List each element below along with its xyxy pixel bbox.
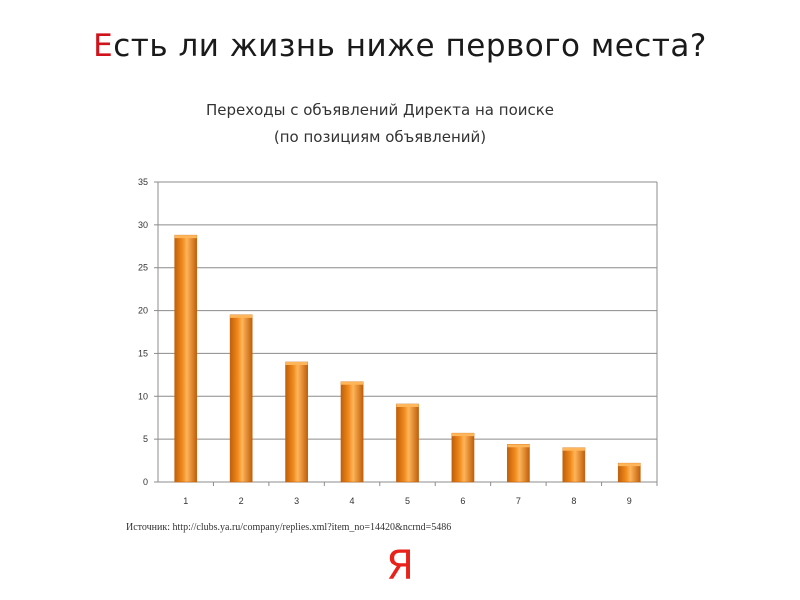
bar	[229, 314, 253, 483]
x-tick-label: 4	[350, 496, 355, 506]
bar-top-highlight	[285, 362, 308, 365]
bar-top-highlight	[230, 314, 253, 318]
bar	[507, 444, 530, 483]
bar-top-highlight	[618, 463, 641, 467]
bar-top-highlight	[174, 235, 197, 239]
y-tick-label: 15	[138, 348, 148, 358]
bar-top-highlight	[451, 433, 475, 437]
bar	[174, 234, 198, 483]
tick-labels: 0 5 10 15 20 25 30 35 1 2 3 4 5 6 7 8 9	[138, 177, 632, 506]
y-tick-label: 10	[138, 391, 148, 401]
yandex-logo: Я	[386, 543, 414, 589]
slide-title-first-letter: Е	[93, 28, 114, 64]
y-tick-label: 20	[138, 306, 148, 316]
slide-title: Есть ли жизнь ниже первого места?	[0, 28, 800, 64]
x-tick-label: 8	[571, 496, 576, 506]
x-tick-label: 5	[405, 496, 410, 506]
x-tick-label: 9	[627, 496, 632, 506]
bar-top-highlight	[562, 447, 585, 451]
y-tick-label: 25	[138, 263, 148, 273]
x-tick-label: 7	[516, 496, 521, 506]
x-tick-label: 2	[239, 496, 244, 506]
bar	[396, 403, 419, 483]
bars	[174, 234, 641, 483]
bar	[285, 361, 308, 483]
slide-title-rest: сть ли жизнь ниже первого места?	[113, 28, 707, 64]
chart-title: Переходы с объявлений Директа на поиске	[205, 101, 555, 119]
chart-subtitle: (по позициям объявлений)	[273, 128, 487, 146]
source-note: Источник: http://clubs.ya.ru/company/rep…	[126, 522, 452, 533]
y-tick-label: 5	[143, 434, 148, 444]
bar-top-highlight	[507, 444, 530, 448]
bar-top-highlight	[396, 404, 419, 407]
y-tick-label: 30	[138, 220, 148, 230]
bar	[340, 381, 364, 483]
y-tick-label: 35	[138, 177, 148, 187]
bar	[451, 432, 475, 483]
bar-top-highlight	[340, 381, 364, 385]
y-tick-label: 0	[143, 477, 148, 487]
x-tick-label: 6	[460, 496, 465, 506]
x-tick-label: 1	[183, 496, 188, 506]
x-tick-label: 3	[294, 496, 299, 506]
bar	[562, 447, 586, 483]
